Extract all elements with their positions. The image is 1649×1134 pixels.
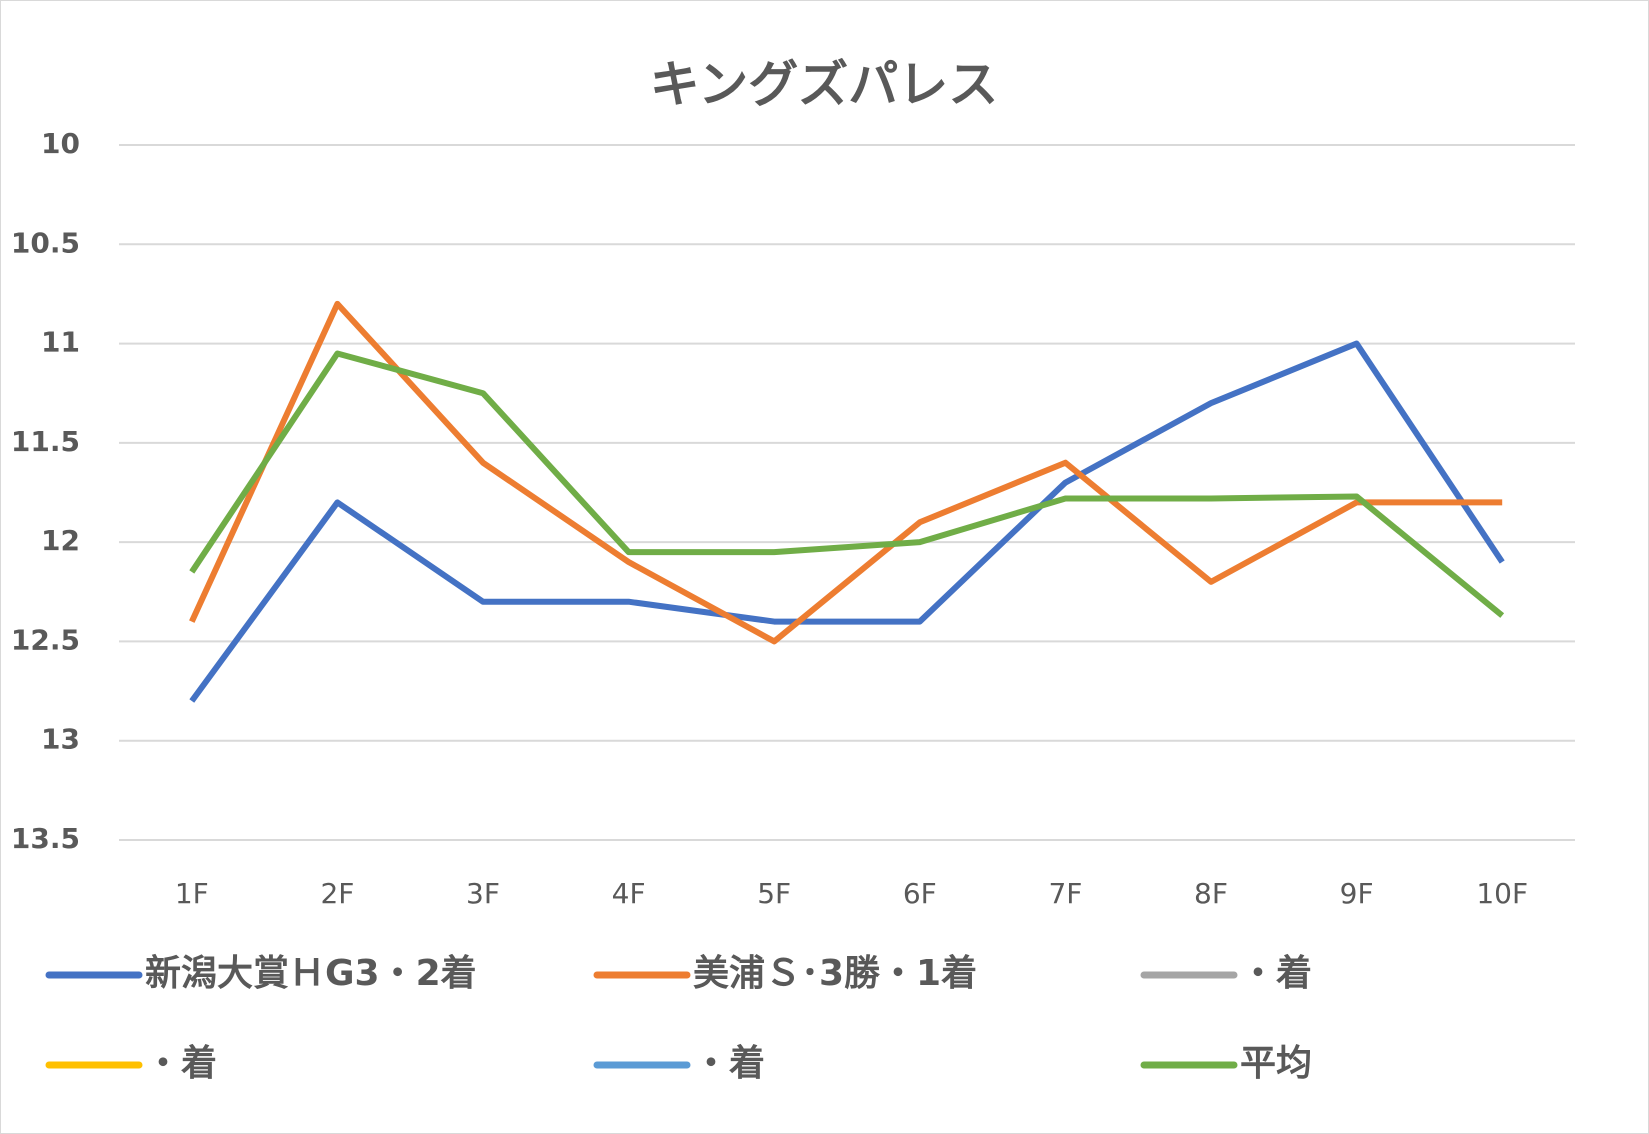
legend-label: 平均 [1240,1043,1312,1084]
x-tick-label: 5F [757,877,791,910]
x-tick-label: 8F [1194,877,1228,910]
legend-label: 美浦Ｓ･3勝・1着 [693,953,977,994]
y-tick-label: 13.5 [11,822,80,855]
x-tick-label: 7F [1048,877,1082,910]
legend-label: ・着 [693,1043,765,1084]
legend-label: ・着 [145,1043,217,1084]
y-tick-label: 12 [41,524,80,557]
y-tick-label: 10.5 [11,226,80,259]
legend-label: ・着 [1240,953,1312,994]
x-tick-label: 9F [1340,877,1374,910]
x-tick-label: 4F [612,877,646,910]
x-tick-label: 10F [1476,877,1528,910]
series-line [189,340,1505,703]
legend-label: 新潟大賞ＨG3・2着 [145,953,477,994]
y-tick-label: 11.5 [11,425,80,458]
y-tick-label: 13 [41,723,80,756]
x-tick-label: 6F [903,877,937,910]
x-tick-label: 1F [175,877,209,910]
y-tick-label: 10 [41,127,80,160]
x-tick-label: 3F [466,877,500,910]
chart-title: キングズパレス [650,56,999,114]
x-tick-label: 2F [320,877,354,910]
series-line [189,350,1505,618]
y-tick-label: 12.5 [11,623,80,656]
series-line [189,300,1503,645]
y-tick-label: 11 [41,326,80,359]
